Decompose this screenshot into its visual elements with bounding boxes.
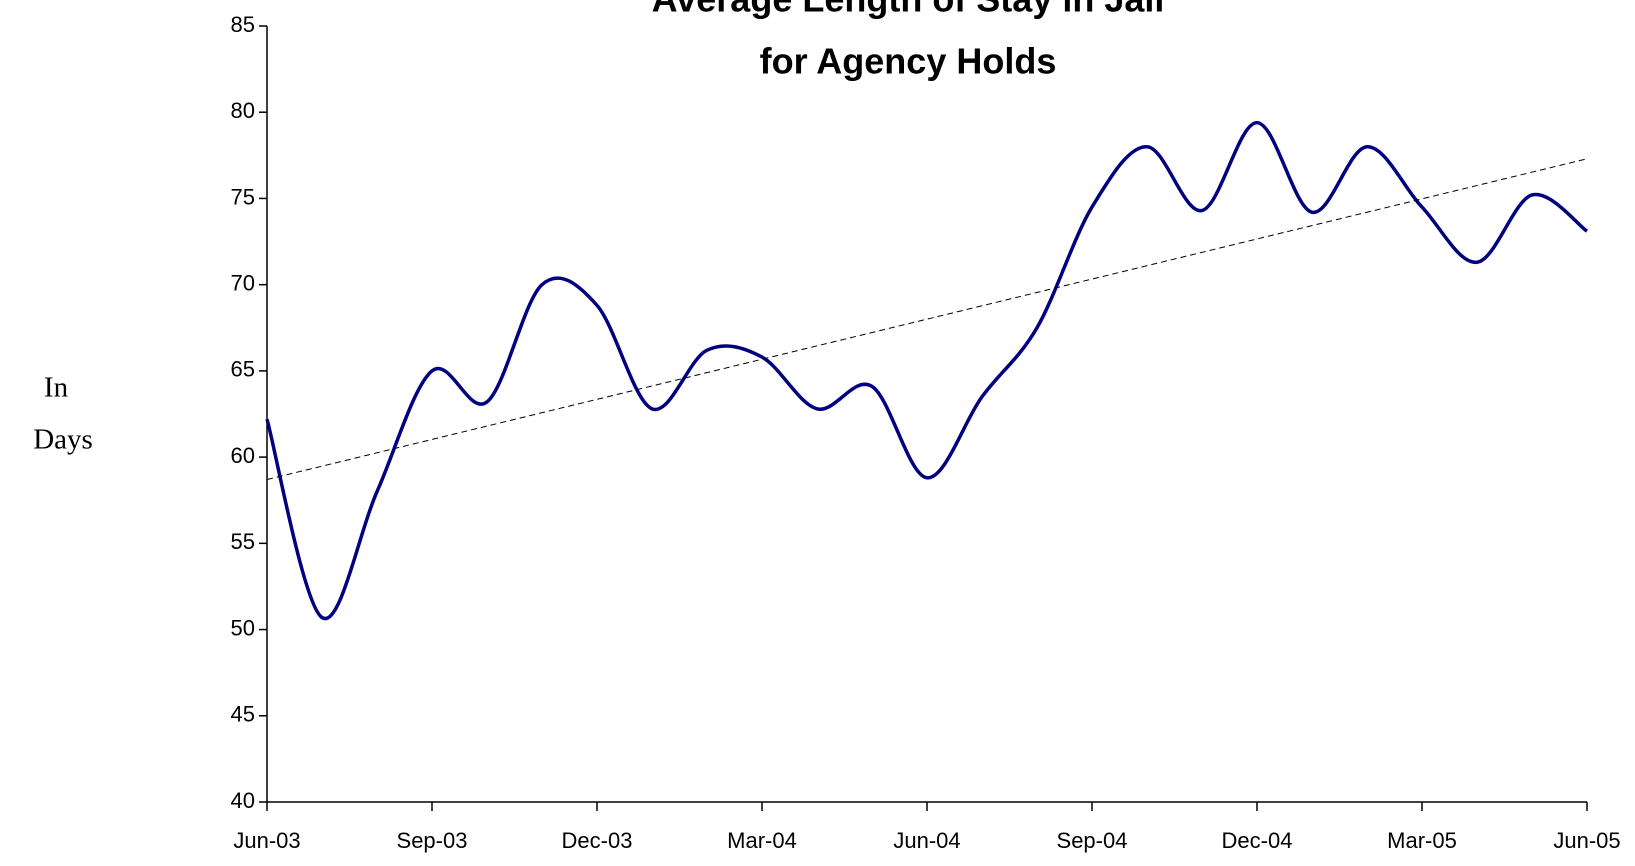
y-tick-label: 80 bbox=[231, 98, 255, 123]
x-tick-label: Dec-03 bbox=[562, 828, 633, 853]
y-tick-label: 85 bbox=[231, 12, 255, 37]
trend-line bbox=[266, 158, 1588, 481]
y-axis-label: Days bbox=[33, 424, 93, 456]
x-tick-label: Jun-04 bbox=[893, 828, 960, 853]
y-tick-label: 55 bbox=[231, 529, 255, 554]
x-tick-label: Jun-05 bbox=[1553, 828, 1620, 853]
y-tick-label: 45 bbox=[231, 702, 255, 727]
x-tick-label: Mar-05 bbox=[1387, 828, 1457, 853]
chart-title: Average Length of Stay in Jail bbox=[652, 0, 1165, 20]
y-tick-label: 75 bbox=[231, 184, 255, 209]
x-tick-label: Sep-03 bbox=[397, 828, 468, 853]
y-tick-label: 70 bbox=[231, 270, 255, 295]
x-tick-label: Sep-04 bbox=[1057, 828, 1128, 853]
chart-title: for Agency Holds bbox=[760, 41, 1057, 82]
data-line bbox=[265, 120, 1589, 621]
x-tick-label: Mar-04 bbox=[727, 828, 797, 853]
y-tick-label: 65 bbox=[231, 357, 255, 382]
y-tick-label: 60 bbox=[231, 443, 255, 468]
x-tick-label: Dec-04 bbox=[1222, 828, 1293, 853]
y-tick-label: 40 bbox=[231, 788, 255, 813]
x-tick-label: Jun-03 bbox=[233, 828, 300, 853]
y-tick-label: 50 bbox=[231, 615, 255, 640]
y-axis-label: In bbox=[44, 372, 69, 404]
